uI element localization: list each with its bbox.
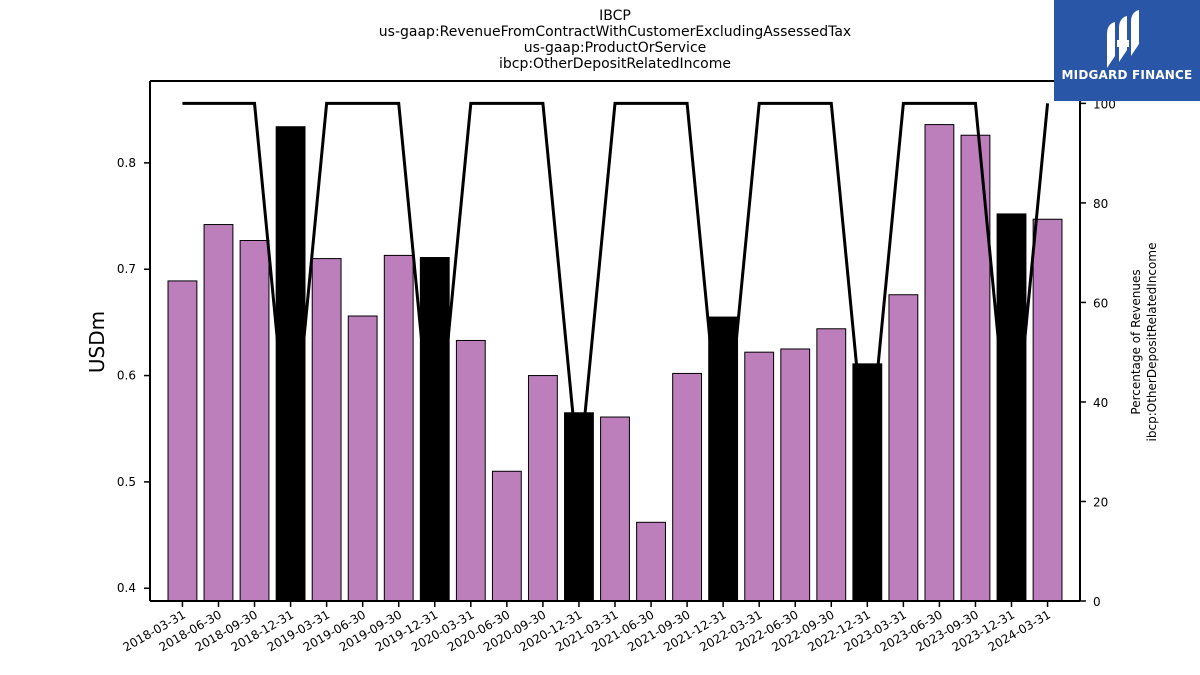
logo-text: MIDGARD FINANCE xyxy=(1061,68,1193,82)
bar xyxy=(636,521,666,602)
logo-mark-icon xyxy=(1107,10,1139,68)
bar xyxy=(780,348,811,602)
bar xyxy=(924,124,955,602)
bar xyxy=(996,213,1027,602)
y2-axis-label-line: Percentage of Revenues xyxy=(1129,269,1143,414)
title-line: IBCP xyxy=(599,8,631,24)
bar xyxy=(239,240,270,602)
bar xyxy=(491,470,522,602)
bar xyxy=(600,416,630,602)
bar xyxy=(167,280,198,602)
y-tick-label: 0.7 xyxy=(117,262,136,276)
y-axis-ticks: 0.4 0.5 0.6 0.7 0.8 xyxy=(117,156,150,595)
y2-tick-label: 0 xyxy=(1093,595,1101,609)
bar xyxy=(311,258,342,602)
bar xyxy=(1032,218,1063,602)
y-tick-label: 0.4 xyxy=(117,581,136,595)
bar xyxy=(672,372,703,602)
bar xyxy=(419,257,450,602)
bar xyxy=(816,328,847,602)
y2-tick-label: 80 xyxy=(1093,197,1108,211)
bar xyxy=(564,412,594,602)
y2-tick-label: 20 xyxy=(1093,495,1108,509)
percentage-line-group xyxy=(182,101,1050,477)
chart-title: IBCPus-gaap:RevenueFromContractWithCusto… xyxy=(379,8,851,72)
bar xyxy=(744,351,775,602)
y-tick-label: 0.6 xyxy=(117,369,136,383)
bar xyxy=(888,294,919,602)
title-line: ibcp:OtherDepositRelatedIncome xyxy=(499,56,731,72)
bar xyxy=(347,315,378,602)
title-line: us-gaap:RevenueFromContractWithCustomerE… xyxy=(379,24,851,40)
logo: MIDGARD FINANCE xyxy=(1054,0,1200,101)
bar xyxy=(455,339,486,602)
y2-tick-label: 40 xyxy=(1093,396,1108,410)
bar xyxy=(203,224,234,602)
bar xyxy=(527,375,558,602)
title-line: us-gaap:ProductOrService xyxy=(524,40,707,56)
y-tick-label: 0.8 xyxy=(117,156,136,170)
y-tick-label: 0.5 xyxy=(117,475,136,489)
y2-axis-label: Percentage of Revenues ibcp:OtherDepositR… xyxy=(1129,243,1159,442)
bar xyxy=(852,363,883,602)
y2-axis-label-line: ibcp:OtherDepositRelatedIncome xyxy=(1145,243,1159,442)
bar xyxy=(383,254,414,602)
y-axis-label: USDm xyxy=(85,311,109,373)
percentage-line xyxy=(182,101,1050,477)
x-axis-ticks: 2018-03-312018-06-302018-09-302018-12-31… xyxy=(121,601,1053,654)
y2-tick-label: 60 xyxy=(1093,296,1108,310)
